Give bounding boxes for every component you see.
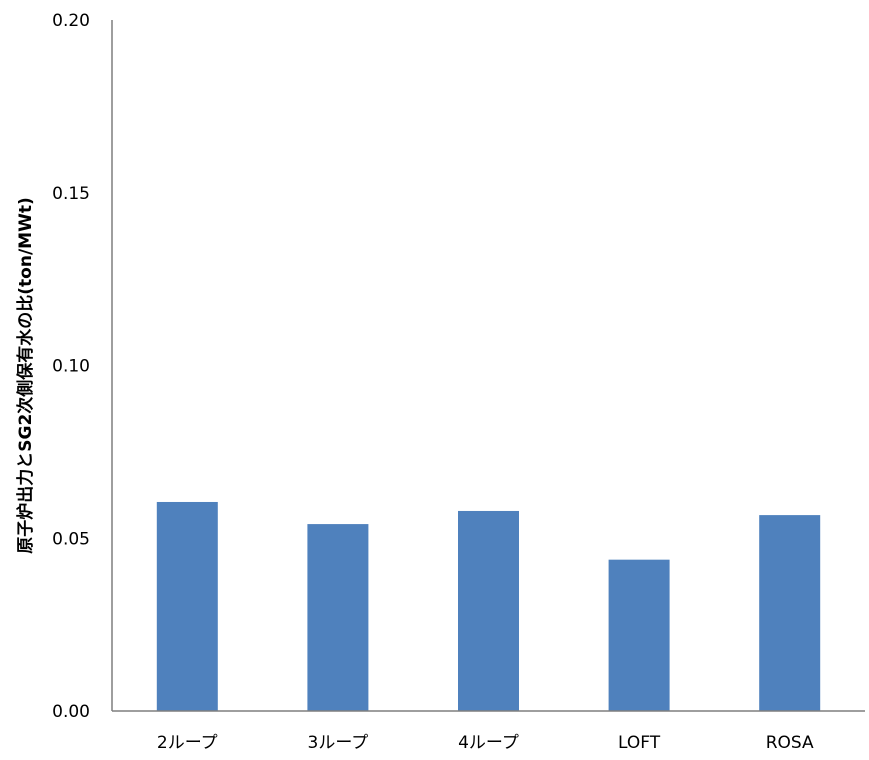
y-tick-label: 0.10 [52, 357, 90, 377]
y-tick-label: 0.15 [52, 184, 90, 204]
bar [458, 510, 519, 711]
y-tick-label: 0.20 [52, 11, 90, 31]
y-axis-title: 原子炉出力とSG2次側保有水の比(ton/MWt) [15, 197, 36, 553]
bars [156, 501, 821, 711]
x-category-label: 4ループ [458, 733, 519, 753]
x-axis-categories: 2ループ 3ループ 4ループ LOFT ROSA [157, 733, 814, 753]
x-category-label: LOFT [618, 733, 661, 753]
y-tick-label: 0.05 [52, 529, 90, 549]
x-category-label: 2ループ [157, 733, 218, 753]
x-category-label: ROSA [766, 733, 814, 753]
y-tick-label: 0.00 [52, 702, 90, 722]
x-category-label: 3ループ [308, 733, 369, 753]
y-axis-ticks: 0.00 0.05 0.10 0.15 0.20 [52, 11, 90, 722]
bar [156, 501, 218, 711]
bar [608, 559, 670, 711]
bar [759, 515, 821, 711]
bar [307, 524, 369, 711]
